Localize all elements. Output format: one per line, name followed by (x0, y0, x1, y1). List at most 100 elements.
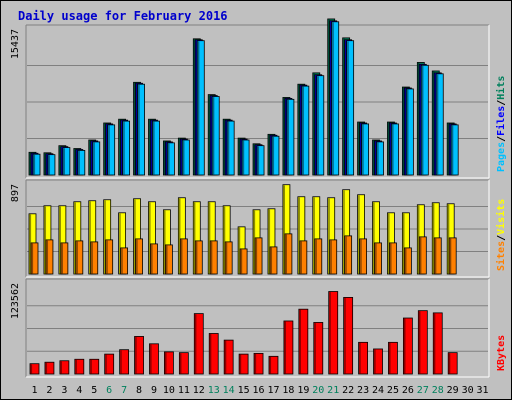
bar-body (402, 317, 413, 375)
bar-shade (63, 148, 65, 175)
x-tick-label-day-17: 17 (267, 385, 279, 396)
x-tick-label-day-24: 24 (372, 385, 384, 396)
bar-shade (421, 65, 424, 175)
bar-body (256, 145, 265, 176)
bar-pages-day-17 (271, 135, 280, 176)
x-tick-label-day-20: 20 (312, 385, 324, 396)
bar-body (420, 64, 429, 176)
bar-kbytes-day-13 (208, 333, 219, 375)
bar-body (211, 96, 220, 176)
bar-shade (268, 134, 271, 175)
bar-shade (330, 21, 332, 175)
bar-kbytes-day-15 (238, 353, 249, 375)
bar-shade (165, 352, 167, 374)
bar-shade (48, 155, 51, 175)
bar-shade (299, 309, 301, 374)
bar-body (119, 349, 130, 375)
bar-sites-day-11 (179, 238, 188, 275)
bar-body (135, 238, 143, 275)
x-tick-label-day-31: 31 (477, 385, 489, 396)
legend-entry: Visits (495, 199, 507, 235)
legend-entry: / (496, 136, 507, 142)
bar-pages-day-9 (152, 120, 160, 176)
bar-shade (195, 241, 198, 274)
bar-shade (194, 314, 197, 374)
bar-body (418, 236, 427, 275)
bar-sites-day-7 (120, 247, 129, 275)
bar-shade (418, 311, 421, 374)
bar-kbytes-day-12 (193, 313, 204, 375)
bar-sites-day-1 (30, 242, 39, 275)
bar-pages-day-25 (391, 123, 399, 176)
bar-shade (255, 145, 258, 175)
bar-body (209, 240, 218, 275)
bar-kbytes-day-7 (119, 349, 130, 375)
bar-shade (119, 119, 121, 175)
bar-shade (343, 190, 345, 274)
bar-pages-day-21 (331, 21, 340, 176)
bar-shade (44, 206, 47, 274)
bar-pages-day-18 (286, 98, 295, 176)
bar-kbytes-day-20 (313, 322, 324, 375)
bar-pages-day-19 (301, 85, 310, 176)
bar-shade (105, 354, 107, 374)
bar-shade (33, 154, 36, 175)
bar-shade (402, 213, 405, 274)
bar-shade (180, 139, 183, 175)
bar-shade (74, 202, 76, 274)
bar-shade (224, 340, 227, 374)
bar-shade (253, 144, 256, 175)
bar-shade (76, 241, 78, 274)
x-tick-label-day-25: 25 (387, 385, 399, 396)
legend-entry: / (496, 235, 507, 241)
bar-sites-day-29 (448, 237, 457, 275)
bar-shade (193, 202, 196, 274)
bar-pages-day-7 (122, 120, 131, 176)
bar-body (450, 124, 459, 176)
bar-body (32, 153, 41, 176)
bar-sites-day-22 (344, 235, 353, 275)
bar-body (45, 239, 54, 275)
bar-shade (119, 213, 121, 274)
bar-sites-day-23 (359, 238, 367, 275)
panel-series-legend: Sites/Visits (495, 199, 507, 271)
bar-shade (164, 210, 166, 274)
bar-pages-day-16 (256, 145, 265, 176)
bar-kbytes-day-21 (328, 291, 339, 375)
x-tick-label-day-5: 5 (91, 385, 97, 396)
bar-kbytes-day-6 (104, 353, 115, 375)
bar-shade (180, 239, 183, 274)
legend-entry: Files (495, 106, 507, 136)
bar-shade (93, 142, 95, 175)
bar-shade (149, 119, 151, 175)
bar-shade (317, 76, 319, 175)
bar-shade (223, 119, 226, 175)
bar-pages-day-20 (316, 75, 325, 176)
bar-shade (434, 73, 437, 175)
bar-shade (332, 22, 334, 175)
bar-shade (76, 150, 78, 175)
x-tick-label-day-10: 10 (163, 385, 175, 396)
bar-body (283, 320, 294, 375)
bar-shade (59, 146, 61, 175)
bar-body (75, 240, 84, 275)
bar-pages-day-22 (346, 40, 355, 176)
bar-body (167, 142, 175, 176)
bar-pages-day-4 (77, 150, 86, 176)
bar-body (47, 154, 56, 176)
bar-shade (123, 121, 125, 175)
bar-shade (432, 203, 435, 274)
bar-shade (44, 153, 47, 175)
bar-shade (29, 152, 32, 175)
bar-sites-day-19 (299, 240, 308, 275)
bar-shade (447, 204, 450, 274)
bar-shade (240, 139, 243, 175)
bar-shade (193, 39, 196, 175)
bar-shade (345, 40, 347, 175)
bar-body (269, 246, 278, 275)
bar-shade (447, 123, 450, 175)
bar-body (435, 73, 444, 176)
bar-sites-day-3 (60, 242, 69, 275)
bar-kbytes-day-22 (343, 297, 354, 375)
bar-shade (242, 140, 245, 175)
